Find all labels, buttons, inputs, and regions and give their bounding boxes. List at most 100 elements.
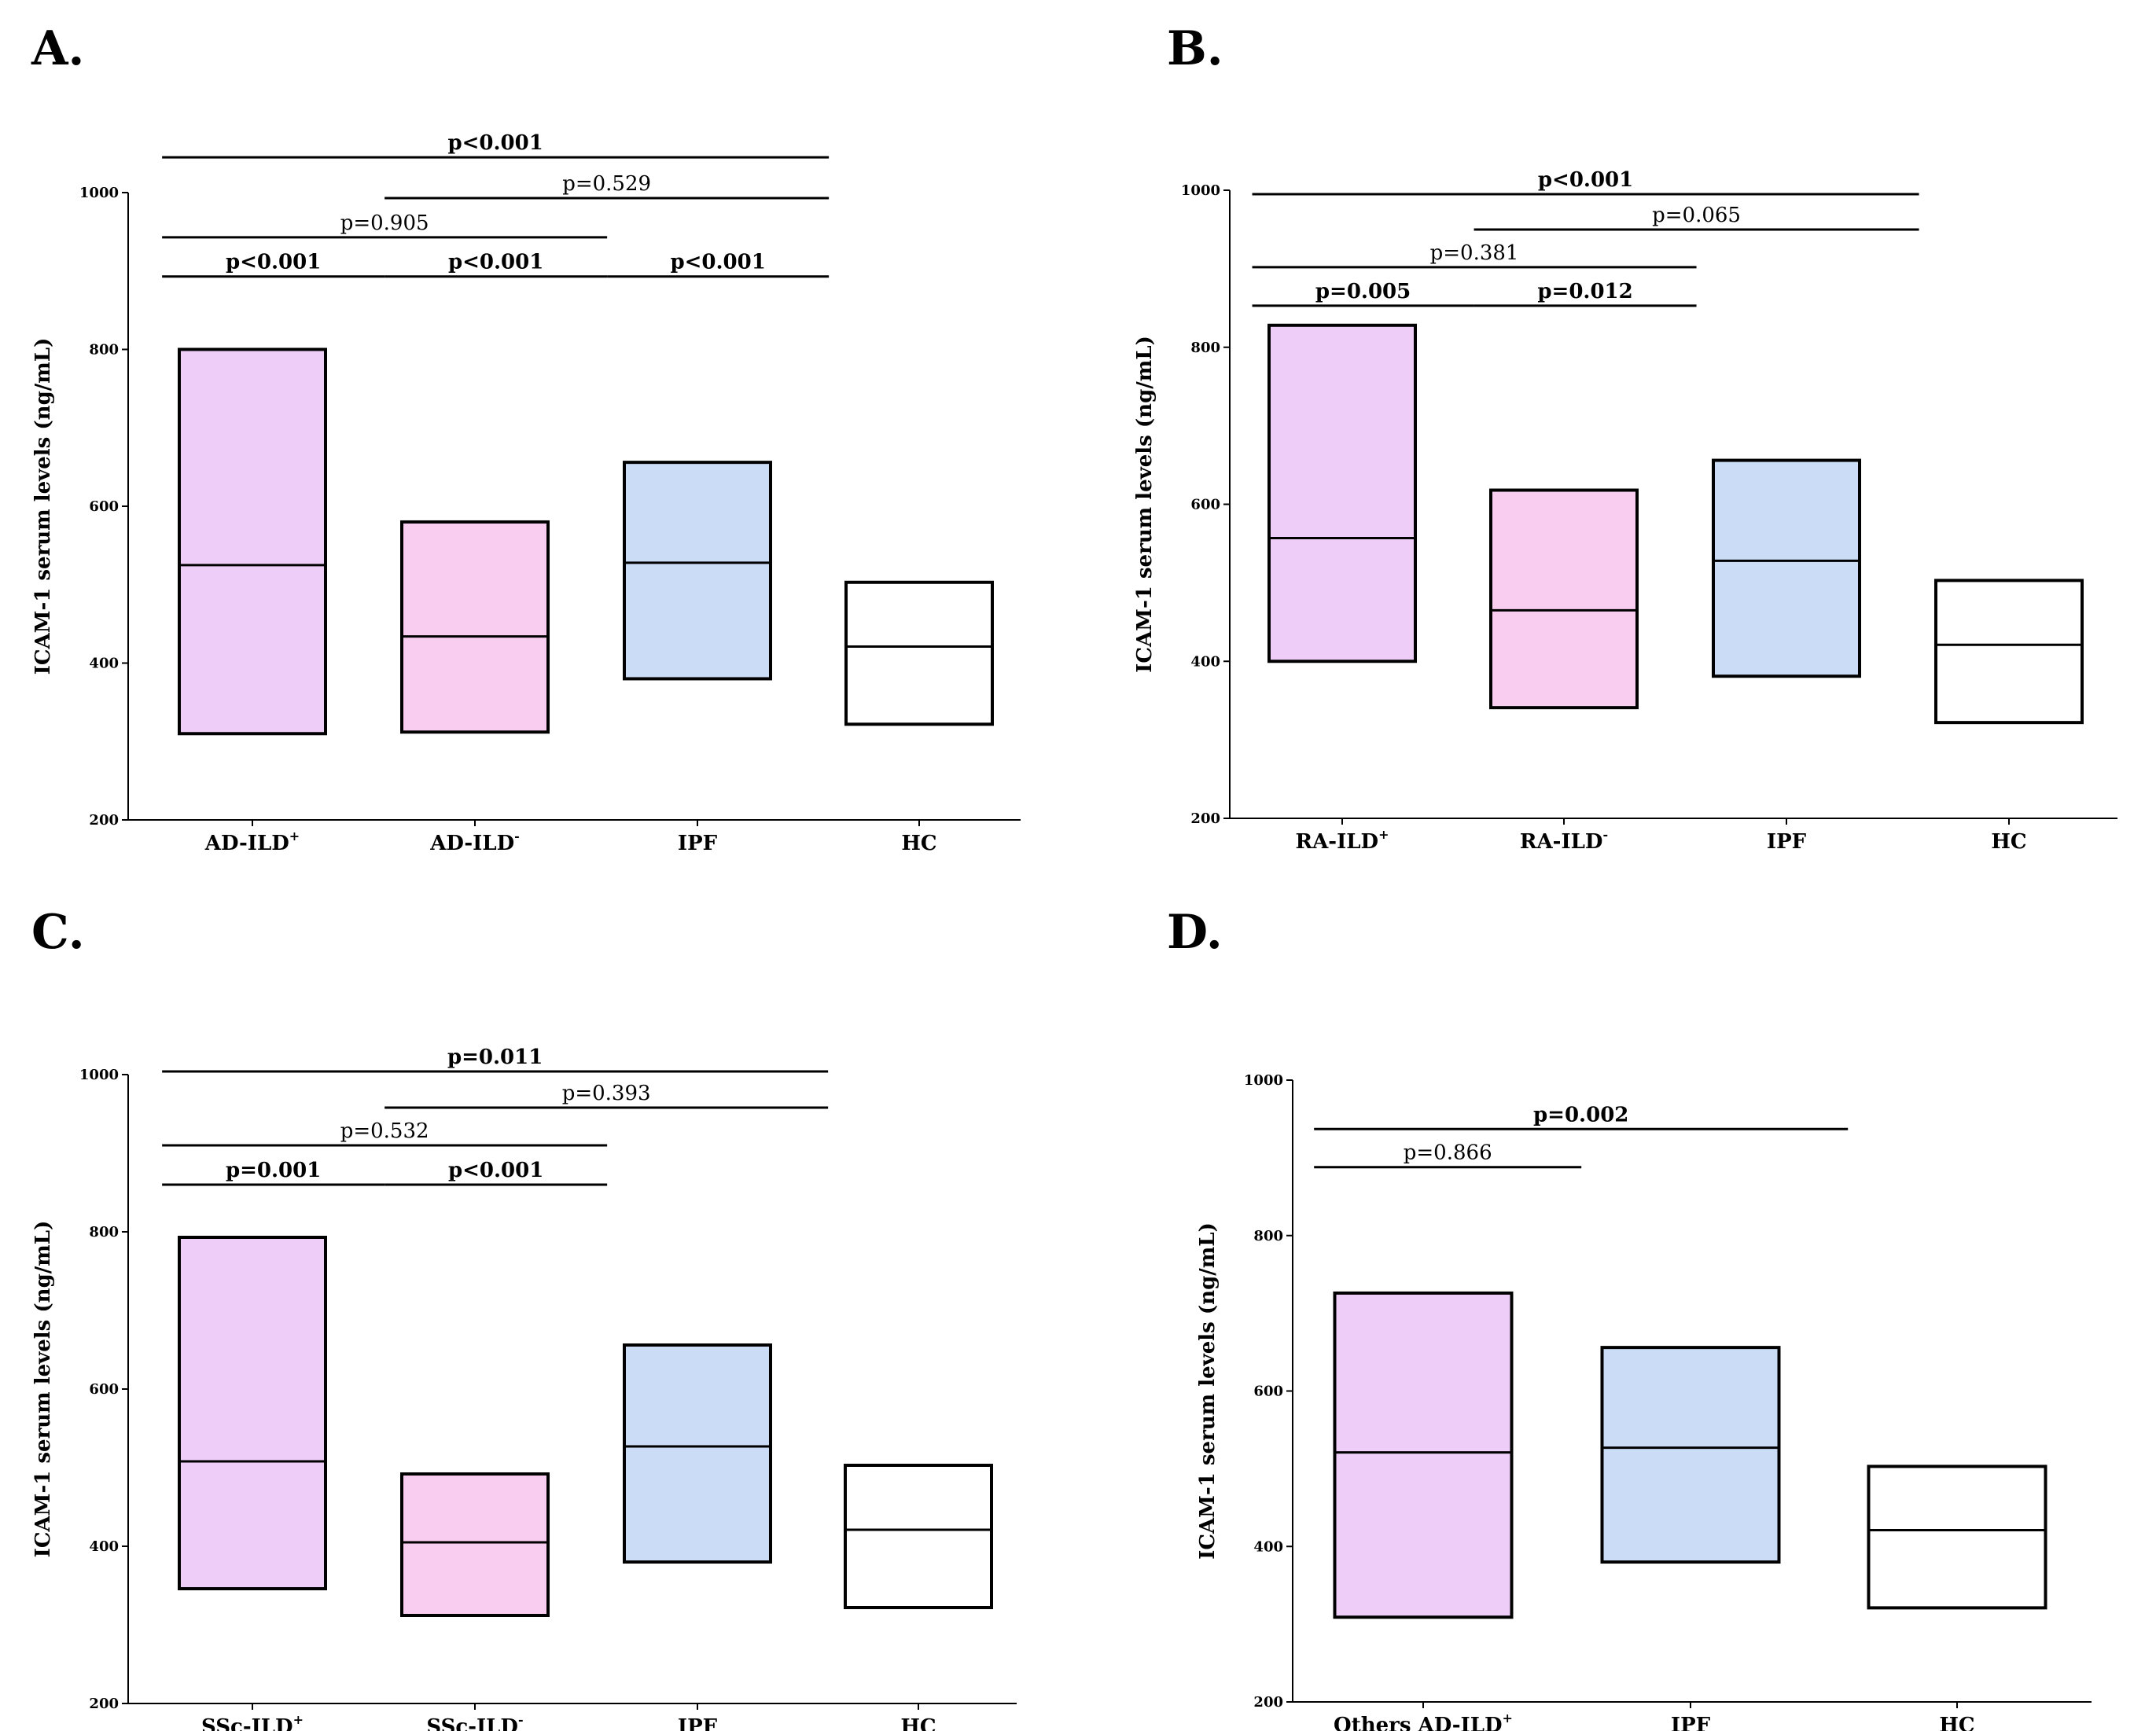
y-tick-label: 800 [89, 1224, 119, 1240]
y-tick-label: 200 [89, 1696, 119, 1712]
box-4 [1934, 579, 2084, 725]
x-category-label: HC [1939, 1714, 1974, 1731]
p-value-label: p=0.012 [1537, 280, 1632, 303]
x-category-superscript: + [1378, 827, 1389, 842]
x-category-superscript: + [289, 829, 300, 843]
p-value-label: p<0.001 [447, 131, 543, 155]
p-value-label: p<0.001 [670, 251, 765, 274]
p-value-label: p=0.005 [1315, 280, 1411, 303]
y-tick-label: 600 [1190, 497, 1220, 513]
y-axis-label: ICAM-1 serum levels (ng/mL) [1196, 1222, 1220, 1560]
x-category-superscript: - [518, 1712, 524, 1727]
y-tick-label: 800 [89, 342, 119, 358]
box-2 [1489, 488, 1639, 710]
x-category-label: HC [900, 1715, 936, 1731]
p-value-label: p=0.002 [1533, 1103, 1628, 1126]
x-category-name: IPF [1671, 1714, 1711, 1731]
x-category-name: IPF [1767, 830, 1807, 854]
box-4 [844, 1464, 993, 1609]
x-category-label: IPF [1767, 830, 1807, 854]
panel-b: B. 200 400 600 800 1000 ICAM-1 serum levels (n… [1078, 0, 2156, 866]
panel-label: B. [1167, 21, 1223, 76]
box-4 [844, 580, 994, 726]
x-category-name: HC [901, 832, 936, 855]
y-tick-label: 600 [89, 1381, 119, 1398]
y-tick-label: 800 [1190, 340, 1220, 356]
p-value-label: p=0.011 [447, 1046, 543, 1069]
x-category-superscript: - [514, 829, 520, 843]
chart-b: B. 200 400 600 800 1000 ICAM-1 serum levels (n… [1133, 21, 2117, 854]
panel-a: A. 200 400 600 800 1000 ICAM-1 serum levels (n… [0, 0, 1078, 866]
y-tick-label: 200 [1190, 810, 1220, 827]
box-1 [178, 1236, 327, 1590]
x-category-name: SSc-ILD [426, 1715, 518, 1731]
y-tick-label: 600 [1253, 1384, 1283, 1400]
x-category-name: SSc-ILD [201, 1715, 293, 1731]
y-tick-label: 400 [89, 1538, 119, 1555]
panel-label: C. [31, 905, 85, 960]
y-axis-label: ICAM-1 serum levels (ng/mL) [31, 1221, 55, 1558]
x-category-label: IPF [678, 1715, 718, 1731]
panel-d: D. 200 400 600 800 1000 ICAM-1 serum levels (n… [1078, 866, 2156, 1731]
y-tick-label: 800 [1253, 1228, 1283, 1244]
x-category-name: IPF [678, 832, 718, 855]
y-tick-label: 1000 [1244, 1072, 1283, 1089]
y-tick-label: 600 [89, 498, 119, 515]
x-category-name: AD-ILD [429, 832, 514, 855]
x-category-superscript: - [1602, 827, 1608, 842]
box-3 [623, 461, 772, 681]
p-value-label: p=0.866 [1404, 1141, 1492, 1165]
x-category-label: IPF [1671, 1714, 1711, 1731]
x-category-label: Others AD-ILD+ [1334, 1711, 1513, 1731]
p-value-label: p=0.532 [340, 1119, 429, 1143]
y-tick-label: 400 [1190, 653, 1220, 670]
x-category-name: HC [1939, 1714, 1974, 1731]
x-category-label: AD-ILD+ [204, 829, 300, 855]
y-tick-label: 400 [1253, 1538, 1283, 1555]
y-tick-label: 200 [89, 812, 119, 829]
x-category-label: HC [901, 832, 936, 855]
panel-label: D. [1167, 905, 1223, 960]
x-category-label: RA-ILD- [1520, 827, 1608, 854]
y-tick-label: 1000 [1181, 182, 1220, 199]
p-value-label: p<0.001 [448, 251, 543, 274]
p-value-label: p=0.905 [340, 211, 429, 235]
x-category-name: RA-ILD [1296, 830, 1379, 854]
box-2 [400, 520, 550, 734]
box-1 [1267, 323, 1417, 663]
box-2 [400, 1472, 550, 1617]
chart-a: A. 200 400 600 800 1000 ICAM-1 serum levels (n… [31, 21, 1021, 855]
x-category-label: IPF [678, 832, 718, 855]
x-category-name: HC [1991, 830, 2026, 854]
y-tick-label: 400 [89, 656, 119, 672]
x-category-superscript: + [1503, 1711, 1513, 1725]
box-3 [1867, 1465, 2047, 1610]
x-category-label: AD-ILD- [429, 829, 520, 855]
x-category-label: SSc-ILD- [426, 1712, 523, 1731]
p-value-label: p<0.001 [226, 251, 321, 274]
y-axis-label: ICAM-1 serum levels (ng/mL) [1133, 336, 1157, 673]
box-2 [1600, 1346, 1781, 1564]
p-value-label: p=0.393 [562, 1082, 651, 1105]
x-category-name: Others AD-ILD [1334, 1714, 1502, 1731]
chart-d: D. 200 400 600 800 1000 ICAM-1 serum levels (n… [1167, 905, 2092, 1731]
box-3 [1712, 458, 1861, 678]
y-tick-label: 200 [1253, 1694, 1283, 1711]
y-axis-label: ICAM-1 serum levels (ng/mL) [31, 338, 55, 675]
x-category-label: HC [1991, 830, 2026, 854]
x-category-label: RA-ILD+ [1296, 827, 1389, 854]
x-category-name: IPF [678, 1715, 718, 1731]
panel-label: A. [31, 21, 84, 76]
box-1 [1333, 1291, 1514, 1619]
y-tick-label: 1000 [79, 1067, 119, 1083]
p-value-label: p<0.001 [448, 1159, 543, 1182]
y-tick-label: 1000 [79, 185, 119, 201]
p-value-label: p=0.001 [226, 1159, 321, 1182]
panel-c: C. 200 400 600 800 1000 ICAM-1 serum levels (n… [0, 866, 1078, 1731]
p-value-label: p=0.381 [1430, 241, 1519, 265]
x-category-superscript: + [293, 1712, 304, 1727]
p-value-label: p<0.001 [1538, 168, 1633, 192]
p-value-label: p=0.065 [1652, 204, 1741, 227]
x-category-name: RA-ILD [1520, 830, 1603, 854]
x-category-name: HC [900, 1715, 936, 1731]
